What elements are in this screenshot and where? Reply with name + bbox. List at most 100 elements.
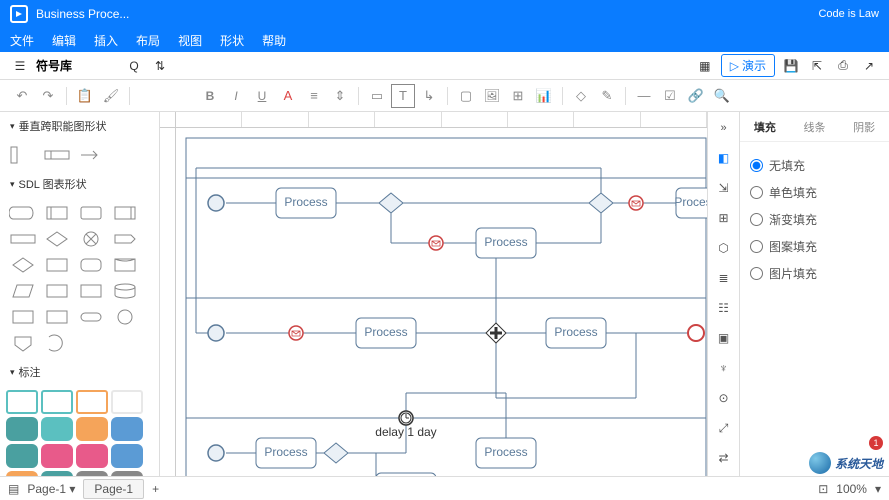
sdl-shape-14[interactable] <box>76 280 106 302</box>
fit-icon[interactable]: ⊡ <box>818 482 828 496</box>
redo-icon[interactable]: ↷ <box>36 84 60 108</box>
opt-image[interactable]: 图片填充 <box>750 260 879 287</box>
swap-icon[interactable]: ⇄ <box>714 448 734 468</box>
layers-icon[interactable]: ▦ <box>695 56 715 76</box>
chart-icon[interactable]: 📊 <box>532 84 556 108</box>
opt-pattern[interactable]: 图案填充 <box>750 233 879 260</box>
menu-file[interactable]: 文件 <box>10 32 34 49</box>
demo-button[interactable]: ▷ 演示 <box>721 54 775 77</box>
section-sdl[interactable]: SDL 图表形状 <box>0 170 159 198</box>
line-style-icon[interactable]: — <box>632 84 656 108</box>
image-icon[interactable]: 🖼 <box>480 84 504 108</box>
menu-help[interactable]: 帮助 <box>262 32 286 49</box>
callout-shape-6[interactable] <box>76 417 108 441</box>
check-icon[interactable]: ☑ <box>658 84 682 108</box>
tab-line[interactable]: 线条 <box>790 112 840 141</box>
callout-shape-2[interactable] <box>76 390 108 414</box>
search-icon[interactable]: Q <box>124 56 144 76</box>
save-icon[interactable]: 💾 <box>781 56 801 76</box>
sdl-shape-10[interactable] <box>76 254 106 276</box>
callout-shape-15[interactable] <box>111 471 143 476</box>
menu-view[interactable]: 视图 <box>178 32 202 49</box>
sdl-shape-16[interactable] <box>8 306 38 328</box>
opt-nofill[interactable]: 无填充 <box>750 152 879 179</box>
tab-fill[interactable]: 填充 <box>740 112 790 141</box>
callout-shape-10[interactable] <box>76 444 108 468</box>
export-icon[interactable]: ⇱ <box>807 56 827 76</box>
opt-solid[interactable]: 单色填充 <box>750 179 879 206</box>
sdl-shape-3[interactable] <box>110 202 140 224</box>
shape-swimlane-1[interactable] <box>8 144 38 166</box>
callout-shape-0[interactable] <box>6 390 38 414</box>
add-page-button[interactable]: + <box>152 482 159 496</box>
opt-gradient[interactable]: 渐变填充 <box>750 206 879 233</box>
callout-shape-13[interactable] <box>41 471 73 476</box>
format-painter-icon[interactable]: 🖌 <box>99 84 123 108</box>
pen-icon[interactable]: ✎ <box>595 84 619 108</box>
grid-tool-icon[interactable]: ⊞ <box>714 208 734 228</box>
sdl-shape-7[interactable] <box>110 228 140 250</box>
db-icon[interactable]: ☷ <box>714 298 734 318</box>
shape-icon[interactable]: ◇ <box>569 84 593 108</box>
frame-icon[interactable]: ▣ <box>714 328 734 348</box>
callout-shape-7[interactable] <box>111 417 143 441</box>
tree-icon[interactable]: ♆ <box>714 358 734 378</box>
menu-layout[interactable]: 布局 <box>136 32 160 49</box>
callout-shape-12[interactable] <box>6 471 38 476</box>
library-icon[interactable]: ☰ <box>10 56 30 76</box>
sdl-shape-18[interactable] <box>76 306 106 328</box>
bold-icon[interactable]: B <box>198 84 222 108</box>
align-icon[interactable]: ▭ <box>365 84 389 108</box>
callout-shape-4[interactable] <box>6 417 38 441</box>
node-icon[interactable]: ⊙ <box>714 388 734 408</box>
shape-swimlane-3[interactable] <box>76 144 106 166</box>
fill-tool-icon[interactable]: ◧ <box>714 148 734 168</box>
underline-icon[interactable]: U <box>250 84 274 108</box>
menu-shape[interactable]: 形状 <box>220 32 244 49</box>
zoom-icon[interactable]: 🔍 <box>710 84 734 108</box>
page-tab[interactable]: Page-1 <box>83 479 144 499</box>
sdl-shape-15[interactable] <box>110 280 140 302</box>
sdl-shape-11[interactable] <box>110 254 140 276</box>
connector-icon[interactable]: ↳ <box>417 84 441 108</box>
user-label[interactable]: Code is Law <box>818 8 879 20</box>
tab-shadow[interactable]: 阴影 <box>839 112 889 141</box>
print-icon[interactable]: ⎙ <box>833 56 853 76</box>
sdl-shape-20[interactable] <box>8 332 38 354</box>
page-selector[interactable]: Page-1 ▾ <box>27 482 75 496</box>
line-spacing-icon[interactable]: ⇕ <box>328 84 352 108</box>
canvas-area[interactable]: ProcessProcessProcessProcessProcessProce… <box>160 112 707 476</box>
text-tool-icon[interactable]: T <box>391 84 415 108</box>
undo-icon[interactable]: ↶ <box>10 84 34 108</box>
callout-shape-14[interactable] <box>76 471 108 476</box>
section-swimlane[interactable]: 垂直跨职能图形状 <box>0 112 159 140</box>
font-color-icon[interactable]: A <box>276 84 300 108</box>
menu-edit[interactable]: 编辑 <box>52 32 76 49</box>
app-logo[interactable] <box>10 5 28 23</box>
shape-swimlane-2[interactable] <box>42 144 72 166</box>
paste-icon[interactable]: 📋 <box>73 84 97 108</box>
sdl-shape-8[interactable] <box>8 254 38 276</box>
callout-shape-1[interactable] <box>41 390 73 414</box>
callout-shape-8[interactable] <box>6 444 38 468</box>
layers2-icon[interactable]: ≣ <box>714 268 734 288</box>
sdl-shape-5[interactable] <box>42 228 72 250</box>
table-icon[interactable]: ⊞ <box>506 84 530 108</box>
notification-badge[interactable]: 1 <box>869 436 883 450</box>
page-view-icon[interactable]: ▤ <box>8 482 19 496</box>
expand-icon[interactable]: ⤢ <box>714 418 734 438</box>
callout-shape-11[interactable] <box>111 444 143 468</box>
callout-shape-5[interactable] <box>41 417 73 441</box>
sdl-shape-1[interactable] <box>42 202 72 224</box>
link-icon[interactable]: 🔗 <box>684 84 708 108</box>
sdl-shape-4[interactable] <box>8 228 38 250</box>
zoom-value[interactable]: 100% <box>836 482 867 496</box>
menu-insert[interactable]: 插入 <box>94 32 118 49</box>
export-tool-icon[interactable]: ⇲ <box>714 178 734 198</box>
sdl-shape-0[interactable] <box>8 202 38 224</box>
zoom-dropdown-icon[interactable]: ▾ <box>875 482 881 496</box>
sdl-shape-17[interactable] <box>42 306 72 328</box>
align-left-icon[interactable]: ≡ <box>302 84 326 108</box>
sdl-shape-6[interactable] <box>76 228 106 250</box>
callout-shape-9[interactable] <box>41 444 73 468</box>
